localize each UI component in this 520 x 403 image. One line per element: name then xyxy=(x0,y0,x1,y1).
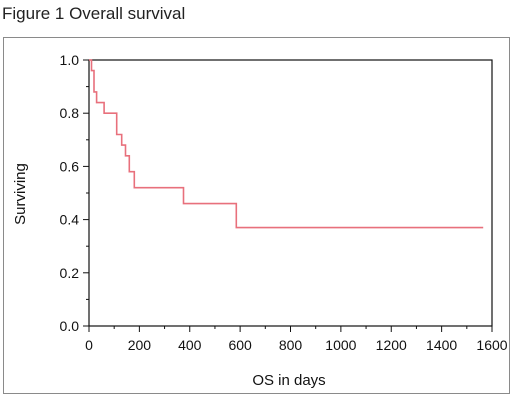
plot-border xyxy=(88,59,493,327)
figure-title: Figure 1 Overall survival xyxy=(2,4,186,23)
y-tick-label: 1.0 xyxy=(60,52,80,68)
x-tick-label: 200 xyxy=(128,337,152,353)
survival-step-line xyxy=(89,59,484,229)
x-tick-label: 0 xyxy=(85,337,93,353)
figure-frame xyxy=(3,37,510,394)
y-tick-label: 0.4 xyxy=(60,212,80,228)
y-tick-label: 0.6 xyxy=(60,158,80,174)
x-tick-label: 800 xyxy=(279,337,303,353)
x-tick-label: 600 xyxy=(228,337,252,353)
x-tick-label: 1200 xyxy=(376,337,407,353)
x-tick-label: 400 xyxy=(178,337,202,353)
x-tick-label: 1000 xyxy=(325,337,356,353)
y-tick-label: 0.2 xyxy=(60,265,80,281)
chart-series xyxy=(89,59,484,229)
chart-ticks: 0 200 400 600 800 1000 1200 1400 1600 0.0 0.2 0.4 0.… xyxy=(60,52,508,353)
y-axis-label: Surviving xyxy=(12,163,29,225)
y-tick-label: 0.0 xyxy=(60,318,80,334)
chart-axes xyxy=(88,59,493,327)
x-tick-label: 1400 xyxy=(426,337,457,353)
x-axis-label: OS in days xyxy=(252,372,325,389)
y-tick-label: 0.8 xyxy=(60,105,80,121)
x-tick-label: 1600 xyxy=(476,337,507,353)
